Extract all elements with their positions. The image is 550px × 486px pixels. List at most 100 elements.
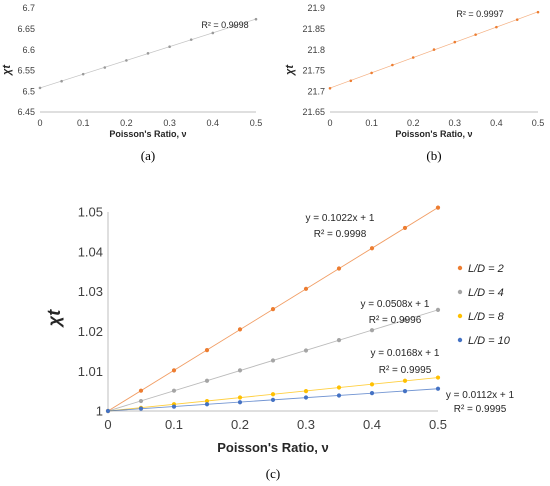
figure-caption: (b) (426, 148, 441, 163)
x-tick-label: 0.5 (532, 118, 545, 128)
data-point (303, 389, 309, 394)
data-point (328, 86, 332, 90)
data-point (270, 397, 276, 402)
data-point (303, 286, 309, 291)
r2-annotation: R² = 0.9996 (369, 315, 422, 326)
x-tick-label: 0 (327, 118, 332, 128)
x-tick-label: 0.2 (231, 417, 249, 432)
y-tick-label: 21.9 (307, 3, 325, 13)
data-point (204, 398, 210, 404)
y-tick-label: 21.8 (307, 45, 325, 55)
data-point (495, 25, 498, 29)
data-point (391, 63, 394, 67)
data-point (138, 388, 144, 393)
legend-label: L/D = 10 (468, 335, 511, 347)
x-tick-label: 0 (104, 417, 111, 432)
figure-caption: (c) (266, 466, 280, 481)
legend-label: L/D = 2 (468, 263, 504, 275)
r2-annotation: R² = 0.9995 (454, 404, 507, 415)
data-point (270, 392, 276, 397)
x-tick-label: 0.2 (407, 118, 420, 128)
x-tick-label: 0.4 (363, 417, 381, 432)
data-point (254, 17, 258, 21)
trend-equation: y = 0.1022x + 1 (306, 213, 375, 224)
data-point (474, 33, 477, 36)
data-point (435, 205, 441, 210)
y-tick-label: 1.01 (78, 364, 103, 379)
legend-marker (457, 265, 463, 271)
x-axis-label: Poisson's Ratio, ν (395, 129, 472, 139)
data-point (270, 307, 276, 312)
y-tick-label: 21.85 (302, 24, 325, 34)
series-4 (105, 386, 441, 414)
data-point (125, 59, 128, 62)
x-tick-label: 0 (37, 118, 42, 128)
x-tick-label: 0.3 (297, 417, 315, 432)
data-point (237, 400, 243, 405)
x-tick-label: 0.3 (449, 118, 462, 128)
data-point (171, 388, 177, 393)
data-point (336, 266, 342, 271)
data-point (435, 375, 441, 380)
data-point (204, 402, 210, 407)
trend-equation: y = 0.0508x + 1 (361, 299, 430, 310)
data-point (369, 246, 375, 251)
data-point (103, 66, 107, 69)
y-tick-label: 6.65 (17, 24, 35, 34)
y-tick-label: 1 (96, 404, 103, 419)
data-point (402, 317, 408, 322)
x-tick-label: 0.4 (490, 118, 503, 128)
legend-label: L/D = 4 (468, 287, 504, 299)
series-1 (328, 10, 540, 90)
y-axis-label: χt (44, 309, 64, 328)
x-tick-label: 0.1 (365, 118, 378, 128)
x-tick-label: 0.1 (77, 118, 90, 128)
data-point (369, 382, 375, 387)
y-axis-label: χt (284, 64, 296, 76)
y-tick-label: 1.05 (78, 205, 103, 220)
data-point (168, 45, 171, 48)
data-point (453, 40, 457, 44)
data-point (402, 389, 408, 394)
data-point (336, 393, 342, 398)
y-tick-label: 1.04 (78, 244, 103, 259)
data-point (411, 56, 415, 59)
trend-equation: y = 0.0168x + 1 (371, 348, 440, 359)
x-tick-label: 0.5 (429, 417, 447, 432)
x-tick-label: 0.4 (207, 118, 220, 128)
data-point (233, 24, 236, 28)
data-point (81, 72, 85, 76)
legend-label: L/D = 8 (468, 311, 505, 323)
data-point (146, 52, 150, 55)
data-point (435, 386, 441, 391)
data-point (189, 38, 193, 41)
data-point (138, 406, 144, 411)
data-point (432, 48, 436, 51)
data-point (303, 395, 309, 400)
data-point (402, 225, 408, 231)
data-point (369, 390, 375, 396)
y-axis-label: χt (1, 64, 13, 76)
series-1 (105, 205, 441, 414)
data-point (336, 338, 342, 343)
x-axis-label: Poisson's Ratio, ν (109, 129, 186, 139)
y-tick-label: 6.7 (22, 3, 35, 13)
r2-annotation: R² = 0.9997 (456, 9, 503, 19)
data-point (204, 378, 210, 383)
data-point (349, 79, 353, 83)
x-tick-label: 0.2 (120, 118, 133, 128)
data-point (303, 348, 309, 353)
r2-annotation: R² = 0.9995 (379, 365, 432, 376)
y-tick-label: 21.7 (307, 86, 325, 96)
data-point (60, 79, 63, 83)
y-tick-label: 1.02 (78, 324, 103, 339)
r2-annotation: R² = 0.9998 (314, 229, 367, 240)
data-point (515, 18, 519, 21)
y-tick-label: 6.55 (17, 66, 35, 76)
legend-marker (457, 289, 463, 295)
legend-marker (457, 337, 463, 343)
data-point (237, 395, 243, 400)
data-point (536, 10, 540, 14)
data-point (435, 307, 441, 313)
data-point (211, 31, 215, 35)
